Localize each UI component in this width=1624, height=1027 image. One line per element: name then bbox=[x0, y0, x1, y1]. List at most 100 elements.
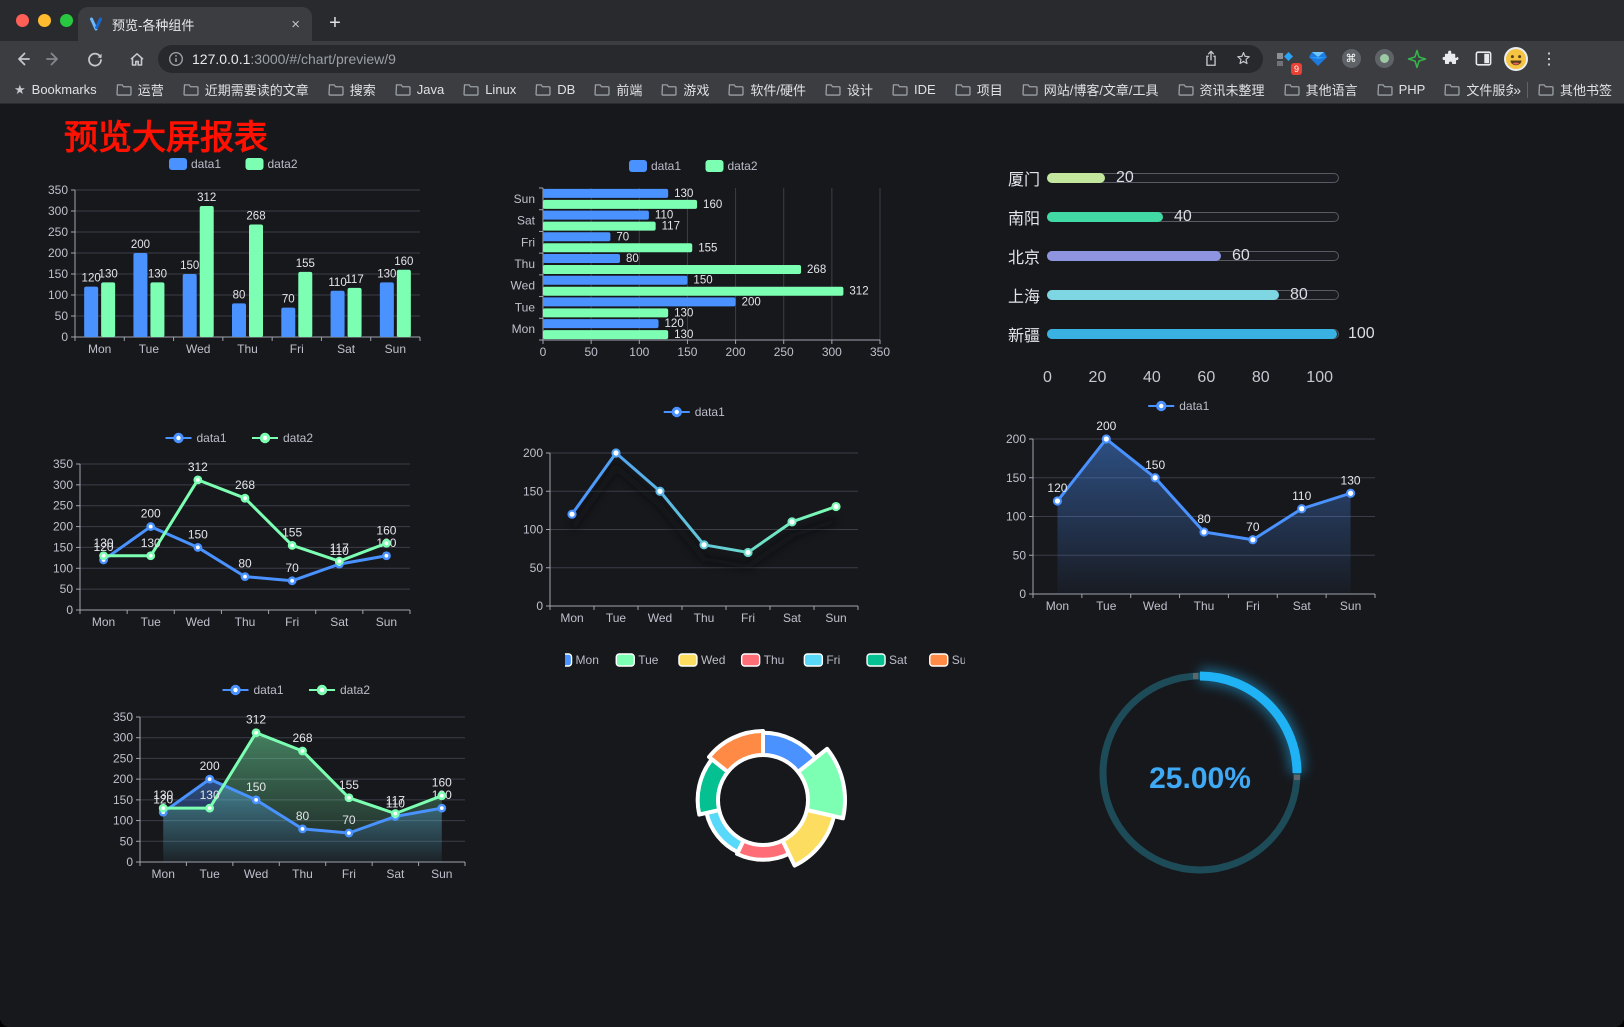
back-button[interactable] bbox=[8, 45, 38, 73]
folder-icon bbox=[183, 84, 199, 96]
site-info-icon[interactable] bbox=[168, 51, 184, 67]
legend-item-data2[interactable]: data2 bbox=[245, 157, 298, 171]
extension-command-icon[interactable]: ⌘ bbox=[1339, 47, 1363, 71]
bookmarks-root[interactable]: ★ Bookmarks bbox=[14, 82, 97, 98]
bookmark-folder[interactable]: 软件/硬件 bbox=[728, 80, 806, 99]
progress-label: 新疆 bbox=[1007, 327, 1040, 345]
bookmark-folder[interactable]: 运营 bbox=[116, 80, 164, 99]
chart-double-area[interactable]: data1 data2 0 50 100 150 200 250 300 350 Mon Tue Wed… bbox=[105, 676, 497, 888]
bookmark-folder-label: 软件/硬件 bbox=[750, 83, 806, 98]
url-path: :3000/#/chart/preview/9 bbox=[250, 50, 396, 67]
bookmark-folder-label: 其他语言 bbox=[1305, 83, 1358, 98]
svg-text:data1: data1 bbox=[651, 159, 681, 173]
extension-gem-icon[interactable] bbox=[1306, 47, 1330, 71]
bookmark-folder[interactable]: 项目 bbox=[955, 80, 1003, 99]
side-panel-icon[interactable] bbox=[1471, 47, 1495, 71]
svg-text:Tue: Tue bbox=[1096, 599, 1117, 613]
bookmark-folder[interactable]: 游戏 bbox=[661, 80, 709, 99]
bookmark-folder[interactable]: 近期需要读的文章 bbox=[183, 80, 309, 99]
legend-item-Sun[interactable]: Sun bbox=[929, 653, 965, 667]
legend-item-data1[interactable]: data1 bbox=[663, 405, 725, 419]
legend-item-Sat[interactable]: Sat bbox=[866, 653, 908, 667]
legend-item-data1[interactable]: data1 bbox=[222, 683, 284, 697]
home-button[interactable] bbox=[122, 45, 152, 73]
svg-text:100: 100 bbox=[1006, 510, 1026, 524]
svg-text:Tue: Tue bbox=[515, 300, 536, 314]
progress-fill bbox=[1047, 172, 1105, 183]
reload-button[interactable] bbox=[80, 45, 110, 73]
extensions-puzzle-icon[interactable] bbox=[1438, 47, 1462, 71]
chart-progress-bars[interactable]: 厦门 20 南阳 40 北京 60 上海 80 新疆 100 0 20 40 60 80 100 bbox=[995, 158, 1375, 387]
minimize-window-button[interactable] bbox=[38, 14, 51, 27]
maximize-window-button[interactable] bbox=[60, 14, 73, 27]
other-bookmarks-label: 其他书签 bbox=[1559, 83, 1612, 98]
tab-close-icon[interactable]: × bbox=[291, 15, 300, 33]
bookmark-folder[interactable]: 资讯未整理 bbox=[1177, 80, 1265, 99]
bookmark-folder[interactable]: 搜索 bbox=[328, 80, 376, 99]
bookmark-folder[interactable]: 网站/博客/文章/工具 bbox=[1022, 80, 1159, 99]
svg-text:200: 200 bbox=[131, 239, 150, 251]
chart-rose-pie[interactable]: Mon Tue Wed Thu Fri Sat Sun bbox=[565, 640, 965, 890]
legend-item-data1[interactable]: data1 bbox=[165, 431, 227, 445]
svg-text:100: 100 bbox=[48, 288, 68, 302]
legend-item-Wed[interactable]: Wed bbox=[678, 653, 725, 667]
svg-text:130: 130 bbox=[94, 536, 114, 550]
svg-text:150: 150 bbox=[1145, 458, 1165, 472]
extension-record-icon[interactable] bbox=[1372, 47, 1396, 71]
svg-text:data1: data1 bbox=[254, 683, 284, 697]
svg-text:268: 268 bbox=[235, 478, 255, 492]
extension-grid-icon[interactable]: 9 bbox=[1273, 47, 1302, 75]
svg-text:Sat: Sat bbox=[330, 615, 349, 629]
legend-item-Mon[interactable]: Mon bbox=[565, 653, 599, 667]
svg-text:250: 250 bbox=[774, 345, 794, 359]
legend-item-Fri[interactable]: Fri bbox=[803, 653, 840, 667]
bookmark-folder[interactable]: 文件服务器 bbox=[1444, 80, 1513, 99]
svg-text:150: 150 bbox=[246, 780, 266, 794]
address-bar[interactable]: 127.0.0.1:3000/#/chart/preview/9 bbox=[158, 44, 1263, 73]
bookmark-folder[interactable]: Linux bbox=[463, 82, 516, 97]
browser-menu-icon[interactable]: ⋮ bbox=[1541, 50, 1557, 68]
gauge-svg: 25.00% bbox=[1099, 668, 1305, 874]
share-icon[interactable] bbox=[1202, 49, 1220, 68]
svg-text:130: 130 bbox=[674, 307, 693, 319]
legend-item-Thu[interactable]: Thu bbox=[740, 653, 785, 667]
svg-text:Sun: Sun bbox=[376, 615, 397, 629]
chart-horizontal-bar[interactable]: data1 data2 0 50 100 150 200 250 300 350 Mon Tue Wed… bbox=[505, 152, 890, 364]
progress-axis: 0 20 40 60 80 100 bbox=[1043, 369, 1333, 386]
bookmark-folder[interactable]: 前端 bbox=[594, 80, 642, 99]
bookmark-folder[interactable]: IDE bbox=[892, 82, 936, 97]
legend-item-data2[interactable]: data2 bbox=[252, 431, 313, 445]
legend-item-data1[interactable]: data1 bbox=[629, 159, 681, 173]
browser-tab[interactable]: 预览-各种组件 × bbox=[78, 7, 312, 41]
chart-gradient-line[interactable]: data1 0 50 100 150 200 Mon Tue Wed Thu Fri Sat Sun bbox=[498, 396, 900, 628]
new-tab-button[interactable]: + bbox=[329, 12, 341, 34]
legend-item-data1[interactable]: data1 bbox=[1148, 399, 1210, 413]
svg-text:200: 200 bbox=[141, 507, 161, 521]
chart-grouped-bar[interactable]: data1 data2 0 50 100 150 200 250 300 350 Mon Tue Wed… bbox=[40, 150, 435, 362]
chart-double-line[interactable]: data1 data2 0 50 100 150 200 250 300 350 Mon Tue Wed… bbox=[48, 424, 440, 636]
chart-gauge[interactable]: 25.00% bbox=[1060, 640, 1340, 910]
svg-text:100: 100 bbox=[523, 523, 543, 537]
other-bookmarks[interactable]: 其他书签 bbox=[1538, 80, 1612, 99]
svg-text:268: 268 bbox=[807, 264, 826, 276]
bookmark-folder[interactable]: DB bbox=[535, 82, 575, 97]
legend-item-data1[interactable]: data1 bbox=[169, 157, 221, 171]
extension-shuriken-icon[interactable] bbox=[1405, 47, 1429, 71]
bookmark-folder[interactable]: PHP bbox=[1376, 82, 1425, 97]
forward-button[interactable] bbox=[38, 45, 68, 73]
close-window-button[interactable] bbox=[16, 14, 29, 27]
bookmark-star-icon[interactable] bbox=[1234, 49, 1253, 68]
svg-text:300: 300 bbox=[822, 345, 842, 359]
bookmark-folder-label: 设计 bbox=[847, 83, 874, 98]
profile-avatar[interactable] bbox=[1504, 46, 1528, 71]
legend-item-Tue[interactable]: Tue bbox=[615, 653, 659, 667]
legend-item-data2[interactable]: data2 bbox=[309, 683, 370, 697]
bookmark-folder[interactable]: 其他语言 bbox=[1283, 80, 1358, 99]
bookmarks-overflow-icon[interactable]: » bbox=[1513, 81, 1521, 98]
bookmark-folder[interactable]: Java bbox=[395, 82, 444, 97]
bookmark-folder[interactable]: 设计 bbox=[825, 80, 873, 99]
svg-text:268: 268 bbox=[246, 210, 265, 222]
chart-single-area[interactable]: data1 0 50 100 150 200 Mon Tue Wed Thu Fri Sat Sun 12… bbox=[985, 386, 1382, 622]
legend-item-data2[interactable]: data2 bbox=[705, 159, 758, 173]
bookmarks-bar: ★ Bookmarks 运营 近期需要读的文章 搜索 Java Linux DB 前端 游戏 软… bbox=[0, 76, 1624, 104]
